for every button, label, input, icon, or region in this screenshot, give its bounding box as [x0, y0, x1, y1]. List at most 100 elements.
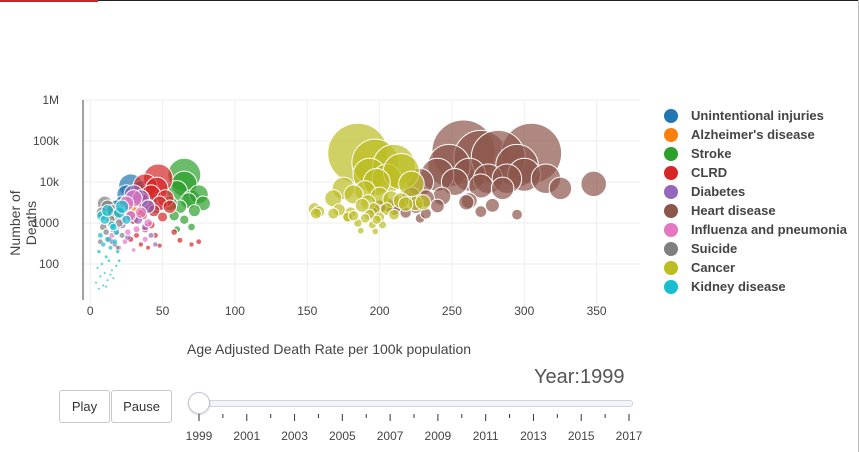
- bubble-kidney-disease[interactable]: [107, 259, 111, 263]
- bubble-cancer[interactable]: [347, 210, 360, 222]
- bubble-kidney-disease[interactable]: [101, 284, 105, 287]
- bubble-kidney-disease[interactable]: [121, 214, 132, 225]
- legend-item[interactable]: Diabetes: [662, 182, 847, 201]
- bubble-influenza-and-pneumonia[interactable]: [142, 236, 149, 243]
- bubble-stroke[interactable]: [187, 204, 201, 218]
- legend-swatch-icon: [664, 165, 678, 180]
- legend-label: Cancer: [691, 260, 736, 275]
- bubble-kidney-disease[interactable]: [104, 285, 108, 289]
- bubble-kidney-disease[interactable]: [104, 254, 108, 259]
- x-tick-label: 250: [442, 304, 462, 318]
- bubble-kidney-disease[interactable]: [115, 249, 120, 254]
- slider-tick-label: 2003: [281, 429, 308, 443]
- bubble-heart-disease[interactable]: [458, 194, 475, 211]
- bubble-diabetes[interactable]: [147, 231, 155, 239]
- bubble-kidney-disease[interactable]: [109, 273, 112, 276]
- bubble-cancer[interactable]: [371, 227, 380, 236]
- top-border: [0, 0, 859, 1]
- bubble-clrd[interactable]: [170, 228, 178, 236]
- bubble-diabetes[interactable]: [152, 241, 158, 247]
- year-slider-handle[interactable]: [188, 392, 210, 414]
- x-tick-label: 350: [587, 304, 607, 318]
- legend-label: Diabetes: [691, 184, 746, 199]
- bubble-cancer[interactable]: [388, 208, 400, 221]
- legend-item[interactable]: Unintentional injuries: [662, 106, 847, 125]
- bubble-influenza-and-pneumonia[interactable]: [132, 225, 141, 234]
- bubble-kidney-disease[interactable]: [112, 239, 118, 245]
- bubble-cancer[interactable]: [398, 170, 425, 198]
- legend-item[interactable]: Heart disease: [662, 201, 847, 220]
- legend-item[interactable]: Stroke: [662, 144, 847, 163]
- bubble-kidney-disease[interactable]: [114, 264, 118, 268]
- bubble-clrd[interactable]: [189, 241, 194, 247]
- x-tick-label: 0: [87, 304, 94, 318]
- bubble-influenza-and-pneumonia[interactable]: [124, 228, 132, 236]
- legend-swatch-icon: [664, 279, 678, 294]
- bubble-kidney-disease[interactable]: [97, 287, 101, 291]
- bubble-stroke[interactable]: [187, 222, 196, 232]
- play-button[interactable]: Play: [59, 390, 110, 423]
- y-tick-label: 1M: [42, 93, 59, 107]
- bubble-kidney-disease[interactable]: [117, 259, 121, 263]
- bubble-cancer[interactable]: [309, 207, 322, 220]
- bubble-kidney-disease[interactable]: [109, 222, 118, 232]
- bubble-kidney-disease[interactable]: [110, 269, 114, 272]
- legend-swatch-icon: [664, 146, 678, 161]
- bubble-clrd[interactable]: [138, 241, 144, 247]
- bubble-kidney-disease[interactable]: [103, 271, 107, 275]
- bubble-clrd[interactable]: [162, 199, 178, 214]
- bubbles[interactable]: [94, 119, 607, 291]
- bubble-heart-disease[interactable]: [440, 168, 469, 196]
- bubble-stroke[interactable]: [179, 214, 190, 225]
- bubble-cancer[interactable]: [354, 197, 370, 213]
- bubble-cancer[interactable]: [397, 196, 414, 212]
- bubble-kidney-disease[interactable]: [96, 249, 101, 254]
- bubble-influenza-and-pneumonia[interactable]: [122, 239, 128, 245]
- bubble-cancer[interactable]: [356, 226, 365, 235]
- bubble-cancer[interactable]: [359, 212, 371, 224]
- pause-button[interactable]: Pause: [111, 390, 172, 423]
- bubble-heart-disease[interactable]: [484, 197, 500, 213]
- legend-item[interactable]: Cancer: [662, 258, 847, 277]
- bubble-heart-disease[interactable]: [548, 176, 573, 201]
- legend-swatch-icon: [664, 203, 678, 218]
- bubble-heart-disease[interactable]: [490, 176, 515, 201]
- bubble-cancer[interactable]: [371, 214, 382, 225]
- bubble-clrd[interactable]: [145, 245, 151, 250]
- bubble-kidney-disease[interactable]: [104, 236, 111, 243]
- bubble-kidney-disease[interactable]: [99, 274, 102, 278]
- bubble-influenza-and-pneumonia[interactable]: [131, 247, 136, 253]
- x-axis-label: Age Adjusted Death Rate per 100k populat…: [187, 341, 472, 357]
- bubble-clrd[interactable]: [177, 237, 183, 244]
- bubble-suicide[interactable]: [102, 228, 110, 236]
- bubble-heart-disease[interactable]: [474, 205, 488, 218]
- bubble-kidney-disease[interactable]: [100, 262, 104, 266]
- year-display: Year:1999: [534, 366, 624, 389]
- bubble-kidney-disease[interactable]: [114, 199, 130, 214]
- bubble-kidney-disease[interactable]: [108, 245, 113, 250]
- legend-item[interactable]: Alzheimer's disease: [662, 125, 847, 144]
- x-tick-label: 300: [514, 304, 534, 318]
- legend[interactable]: Unintentional injuries Alzheimer's diseas…: [662, 106, 847, 296]
- legend-item[interactable]: CLRD: [662, 163, 847, 182]
- bubble-clrd[interactable]: [196, 239, 202, 245]
- bubble-kidney-disease[interactable]: [96, 231, 104, 239]
- bubble-kidney-disease[interactable]: [112, 276, 115, 280]
- bubble-cancer[interactable]: [414, 194, 432, 211]
- legend-swatch-icon: [664, 184, 678, 199]
- bubble-kidney-disease[interactable]: [100, 241, 106, 247]
- bubble-heart-disease[interactable]: [511, 208, 523, 221]
- year-prefix: Year:: [534, 366, 580, 388]
- bubble-suicide[interactable]: [118, 231, 126, 239]
- bubble-kidney-disease[interactable]: [106, 278, 109, 282]
- legend-item[interactable]: Suicide: [662, 239, 847, 258]
- bubble-heart-disease[interactable]: [580, 170, 607, 198]
- bubble-kidney-disease[interactable]: [94, 281, 98, 285]
- bubble-cancer[interactable]: [327, 207, 340, 220]
- bubble-kidney-disease[interactable]: [96, 266, 99, 270]
- bubble-influenza-and-pneumonia[interactable]: [143, 218, 153, 228]
- bubble-heart-disease[interactable]: [430, 198, 445, 214]
- legend-item[interactable]: Kidney disease: [662, 277, 847, 296]
- legend-item[interactable]: Influenza and pneumonia: [662, 220, 847, 239]
- bubble-clrd[interactable]: [157, 211, 169, 223]
